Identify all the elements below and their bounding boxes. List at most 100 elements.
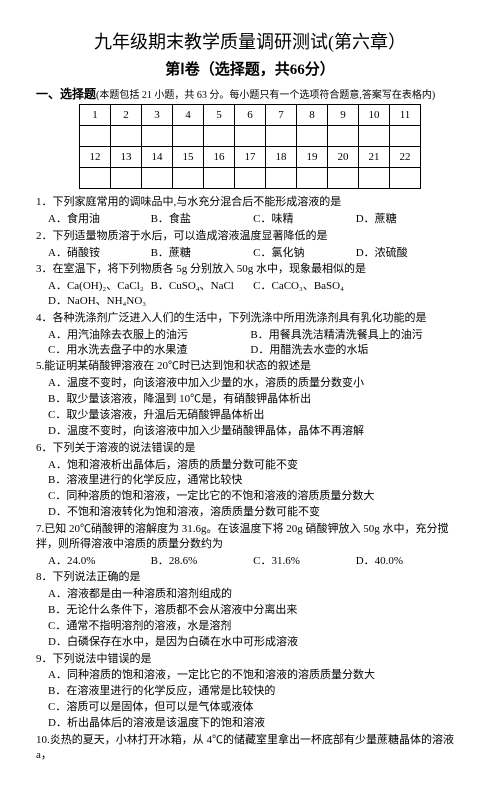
option: D．温度不变时，向该溶液中加入少量硝酸钾晶体，晶体不再溶解	[36, 424, 464, 439]
question-10: 10.炎热的夏天，小林打开冰箱，从 4℃的储藏室里拿出一杯底部有少量蔗糖晶体的溶…	[36, 733, 464, 763]
grid-cell	[235, 168, 266, 189]
grid-cell	[297, 168, 328, 189]
question-5: 5.能证明某硝酸钾溶液在 20℃时已达到饱和状态的叙述是	[36, 359, 464, 374]
grid-cell: 6	[235, 105, 266, 126]
grid-cell: 11	[390, 105, 421, 126]
option: C．用水洗去盘子中的水果渣	[48, 343, 248, 358]
option: B．食盐	[151, 212, 251, 227]
question-4-options: A．用汽油除去衣服上的油污 B．用餐具洗洁精清洗餐具上的油污 C．用水洗去盘子中…	[36, 328, 464, 358]
question-6: 6．下列关于溶液的说法错误的是	[36, 441, 464, 456]
option: B．溶液里进行的化学反应，通常比较快	[36, 473, 464, 488]
table-row: 12 13 14 15 16 17 18 19 20 21 22	[80, 147, 421, 168]
question-7-options: A．24.0% B．28.6% C．31.6% D．40.0%	[36, 554, 464, 569]
option: C．取少量该溶液，升温后无硝酸钾晶体析出	[36, 408, 464, 423]
question-3-options: A．Ca(OH)₂、CaCl₂ B．CuSO₄、NaCl C．CaCO₃、BaS…	[36, 279, 464, 309]
grid-cell	[297, 126, 328, 147]
option: D．蔗糖	[356, 212, 456, 227]
option: B．蔗糖	[151, 246, 251, 261]
grid-cell: 16	[204, 147, 235, 168]
grid-cell: 19	[297, 147, 328, 168]
option: A．溶液都是由一种溶质和溶剂组成的	[36, 587, 464, 602]
option: D．析出晶体后的溶液是该温度下的饱和溶液	[36, 716, 464, 731]
option: B．28.6%	[151, 554, 251, 569]
grid-cell: 2	[111, 105, 142, 126]
question-1-options: A．食用油 B．食盐 C．味精 D．蔗糖	[36, 212, 464, 227]
option: A．饱和溶液析出晶体后，溶质的质量分数可能不变	[36, 458, 464, 473]
grid-cell: 9	[328, 105, 359, 126]
grid-cell: 5	[204, 105, 235, 126]
option: C．氯化钠	[253, 246, 353, 261]
option: C．味精	[253, 212, 353, 227]
grid-cell: 20	[328, 147, 359, 168]
section-header: 一、选择题(本题包括 21 小题，共 63 分。每小题只有一个选项符合题意,答案…	[36, 85, 464, 102]
grid-cell	[235, 126, 266, 147]
grid-cell	[359, 126, 390, 147]
question-4: 4．各种洗涤剂广泛进入人们的生活中，下列洗涤中所用洗涤剂具有乳化功能的是	[36, 311, 464, 326]
grid-cell: 7	[266, 105, 297, 126]
option: D．不饱和溶液转化为饱和溶液，溶质质量分数可能不变	[36, 505, 464, 520]
option: C．CaCO₃、BaSO₄	[253, 279, 357, 294]
option: B．取少量该溶液，降温到 10℃是，有硝酸钾晶体析出	[36, 392, 464, 407]
answer-grid: 1 2 3 4 5 6 7 8 9 10 11 12 13 14 15 16 1…	[79, 104, 421, 189]
grid-cell	[266, 168, 297, 189]
section-label: 一、选择题	[36, 87, 96, 101]
table-row	[80, 168, 421, 189]
option: B．CuSO₄、NaCl	[151, 279, 251, 294]
subtitle: 第Ⅰ卷（选择题，共66分）	[36, 58, 464, 79]
grid-cell	[328, 126, 359, 147]
section-note: (本题包括 21 小题，共 63 分。每小题只有一个选项符合题意,答案写在表格内…	[96, 90, 435, 101]
grid-cell: 10	[359, 105, 390, 126]
grid-cell: 15	[173, 147, 204, 168]
option: C．溶质可以是固体，但可以是气体或液体	[36, 700, 464, 715]
question-3: 3．在室温下，将下列物质各 5g 分别放入 50g 水中，现象最相似的是	[36, 262, 464, 277]
grid-cell	[204, 168, 235, 189]
grid-cell	[390, 168, 421, 189]
option: D．白磷保存在水中，是因为白磷在水中可形成溶液	[36, 635, 464, 650]
grid-cell	[359, 168, 390, 189]
question-7: 7.已知 20℃硝酸钾的溶解度为 31.6g。在该温度下将 20g 硝酸钾放入 …	[36, 522, 464, 552]
grid-cell	[111, 126, 142, 147]
page-title: 九年级期末教学质量调研测试(第六章）	[36, 28, 464, 54]
grid-cell: 8	[297, 105, 328, 126]
option: D．用醋洗去水壶的水垢	[250, 343, 450, 358]
grid-cell	[328, 168, 359, 189]
grid-cell: 13	[111, 147, 142, 168]
option: C．通常不指明溶剂的溶液，水是溶剂	[36, 619, 464, 634]
option: A．用汽油除去衣服上的油污	[48, 328, 248, 343]
grid-cell	[173, 168, 204, 189]
question-9: 9．下列说法中错误的是	[36, 652, 464, 667]
grid-cell: 4	[173, 105, 204, 126]
option: A．24.0%	[48, 554, 148, 569]
question-2: 2．下列适量物质溶于水后，可以造成溶液温度显著降低的是	[36, 229, 464, 244]
grid-cell: 22	[390, 147, 421, 168]
grid-cell: 3	[142, 105, 173, 126]
grid-cell	[204, 126, 235, 147]
grid-cell: 18	[266, 147, 297, 168]
option: C．同种溶质的饱和溶液，一定比它的不饱和溶液的溶质质量分数大	[36, 489, 464, 504]
option: A．同种溶质的饱和溶液，一定比它的不饱和溶液的溶质质量分数大	[36, 668, 464, 683]
table-row: 1 2 3 4 5 6 7 8 9 10 11	[80, 105, 421, 126]
grid-cell: 12	[80, 147, 111, 168]
grid-cell: 14	[142, 147, 173, 168]
table-row	[80, 126, 421, 147]
option: D．浓硫酸	[356, 246, 456, 261]
grid-cell	[266, 126, 297, 147]
grid-cell	[142, 168, 173, 189]
option: A．食用油	[48, 212, 148, 227]
option: A．温度不变时，向该溶液中加入少量的水，溶质的质量分数变小	[36, 376, 464, 391]
grid-cell	[111, 168, 142, 189]
grid-cell	[80, 126, 111, 147]
option: B．用餐具洗洁精清洗餐具上的油污	[250, 328, 450, 343]
grid-cell: 1	[80, 105, 111, 126]
grid-cell	[80, 168, 111, 189]
option: D．40.0%	[356, 554, 456, 569]
option: A．Ca(OH)₂、CaCl₂	[48, 279, 148, 294]
grid-cell: 17	[235, 147, 266, 168]
grid-cell: 21	[359, 147, 390, 168]
grid-cell	[390, 126, 421, 147]
question-8: 8．下列说法正确的是	[36, 570, 464, 585]
question-2-options: A．硝酸铵 B．蔗糖 C．氯化钠 D．浓硫酸	[36, 246, 464, 261]
option: B．无论什么条件下，溶质都不会从溶液中分离出来	[36, 603, 464, 618]
question-1: 1．下列家庭常用的调味品中,与水充分混合后不能形成溶液的是	[36, 195, 464, 210]
option: B．在溶液里进行的化学反应，通常是比较快的	[36, 684, 464, 699]
